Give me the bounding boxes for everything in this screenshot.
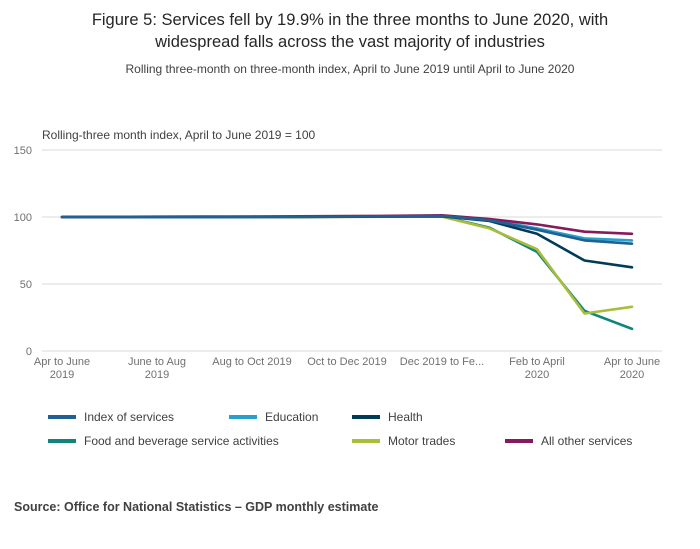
legend-item-all-other-services[interactable]: All other services bbox=[505, 434, 632, 448]
legend-label: Health bbox=[388, 409, 423, 424]
x-tick-label: Aug to Oct 2019 bbox=[212, 356, 292, 368]
legend-item-food-and-beverage-service-activities[interactable]: Food and beverage service activities bbox=[48, 434, 352, 448]
legend-label: All other services bbox=[541, 433, 633, 448]
legend-swatch bbox=[505, 438, 533, 443]
figure-subtitle: Rolling three-month on three-month index… bbox=[125, 61, 575, 76]
chart-legend: Index of services Education Health Food and… bbox=[48, 410, 668, 448]
legend-item-motor-trades[interactable]: Motor trades bbox=[352, 434, 505, 448]
series-line-index-of-services bbox=[60, 214, 634, 245]
legend-item-health[interactable]: Health bbox=[352, 410, 423, 424]
series-line-health bbox=[60, 214, 634, 269]
legend-label: Index of services bbox=[84, 409, 175, 424]
series-line-food-and-beverage-service-activities bbox=[60, 214, 634, 330]
legend-label: Motor trades bbox=[388, 433, 456, 448]
legend-label: Food and beverage service activities bbox=[84, 433, 279, 448]
x-tick-label: Apr to June bbox=[604, 356, 660, 368]
x-tick-label: Feb to April bbox=[509, 356, 565, 368]
figure-title: Figure 5: Services fell by 19.9% in the … bbox=[91, 11, 609, 51]
x-tick-label: Apr to June bbox=[34, 356, 90, 368]
y-tick-label: 0 bbox=[26, 346, 32, 358]
x-tick-label: Oct to Dec 2019 bbox=[307, 356, 387, 368]
legend-swatch bbox=[48, 414, 76, 419]
x-tick-label: Dec 2019 to Fe... bbox=[400, 356, 484, 368]
x-tick-label: June to Aug bbox=[128, 356, 186, 368]
legend-item-education[interactable]: Education bbox=[229, 410, 352, 424]
line-chart: Rolling-three month index, April to June… bbox=[0, 128, 700, 394]
x-tick-label: 2020 bbox=[620, 369, 644, 381]
x-tick-label: 2019 bbox=[145, 369, 169, 381]
x-tick-label: 2019 bbox=[50, 369, 74, 381]
legend-swatch bbox=[48, 438, 76, 443]
source-note: Source: Office for National Statistics –… bbox=[14, 499, 379, 514]
legend-swatch bbox=[352, 414, 380, 419]
legend-swatch bbox=[352, 438, 380, 443]
y-axis-unit-label: Rolling-three month index, April to June… bbox=[42, 127, 316, 142]
legend-label: Education bbox=[265, 409, 319, 424]
y-tick-label: 100 bbox=[14, 212, 32, 224]
y-tick-label: 150 bbox=[14, 146, 32, 157]
legend-item-index-of-services[interactable]: Index of services bbox=[48, 410, 229, 424]
legend-swatch bbox=[229, 414, 257, 419]
x-tick-label: 2020 bbox=[525, 369, 549, 381]
y-tick-label: 50 bbox=[20, 279, 32, 291]
series-line-education bbox=[60, 214, 634, 242]
